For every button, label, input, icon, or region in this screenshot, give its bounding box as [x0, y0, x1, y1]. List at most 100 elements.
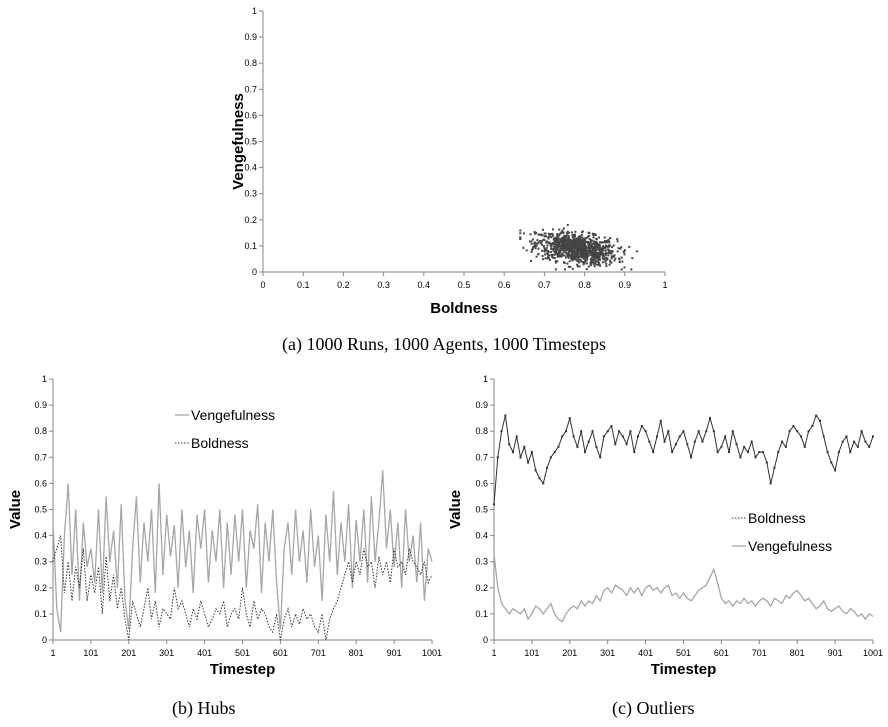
- scatter-point: [567, 245, 570, 248]
- scatter-point: [556, 236, 559, 239]
- scatter-point: [595, 251, 598, 254]
- scatter-point: [608, 245, 611, 248]
- x-tick-label: 801: [790, 648, 805, 658]
- scatter-point: [565, 232, 568, 235]
- scatter-point: [566, 254, 569, 257]
- series-marker: [549, 456, 552, 459]
- scatter-point: [602, 254, 605, 257]
- scatter-point: [594, 240, 597, 243]
- y-tick-label: 0.7: [475, 452, 488, 462]
- scatter-point: [584, 259, 587, 262]
- y-tick-label: 0.9: [475, 400, 488, 410]
- scatter-point: [616, 238, 619, 241]
- scatter-point: [589, 246, 592, 249]
- x-tick-label: 201: [562, 648, 577, 658]
- scatter-point: [571, 236, 574, 239]
- scatter-point: [555, 241, 558, 244]
- scatter-point: [546, 240, 549, 243]
- scatter-point: [583, 256, 586, 259]
- scatter-point: [630, 268, 633, 271]
- scatter-point: [579, 253, 582, 256]
- scatter-point: [588, 241, 591, 244]
- scatter-point: [581, 230, 584, 233]
- scatter-point: [554, 246, 557, 249]
- scatter-point: [577, 236, 580, 239]
- scatter-point: [573, 254, 576, 257]
- scatter-point: [574, 250, 577, 253]
- scatter-point: [616, 240, 619, 243]
- series-marker: [572, 435, 575, 438]
- scatter-point: [537, 241, 540, 244]
- scatter-point: [522, 246, 525, 249]
- scatter-point: [532, 246, 535, 249]
- scatter-point: [556, 255, 559, 258]
- series-marker: [557, 445, 560, 448]
- scatter-point: [555, 247, 558, 250]
- scatter-point: [556, 253, 559, 256]
- scatter-point: [593, 262, 596, 265]
- scatter-point: [578, 265, 581, 268]
- scatter-point: [564, 244, 567, 247]
- scatter-point: [530, 240, 533, 243]
- scatter-point: [592, 240, 595, 243]
- series-marker: [500, 430, 503, 433]
- scatter-point: [540, 240, 543, 243]
- scatter-point: [582, 238, 585, 241]
- scatter-point: [604, 256, 607, 259]
- x-tick-label: 501: [235, 648, 250, 658]
- scatter-point: [572, 256, 575, 259]
- scatter-point: [607, 249, 610, 252]
- scatter-point: [585, 241, 588, 244]
- scatter-point: [542, 258, 545, 261]
- y-tick-label: 0.1: [475, 609, 488, 619]
- scatter-point: [560, 248, 563, 251]
- scatter-point: [559, 241, 562, 244]
- scatter-point: [577, 238, 580, 241]
- series-marker: [773, 466, 776, 469]
- x-tick-label: 701: [752, 648, 767, 658]
- scatter-point: [607, 248, 610, 251]
- series-marker: [868, 445, 871, 448]
- scatter-point: [591, 255, 594, 258]
- chart-b: 0 0.1 0.2 0.3 0.4 0.5 0.6 0.7 0.8 0.9 1 1 101 201 301 4…: [7, 374, 442, 678]
- scatter-point: [522, 232, 525, 235]
- scatter-point: [601, 241, 604, 244]
- scatter-point: [592, 236, 595, 239]
- y-tick-label: 1: [483, 374, 488, 384]
- scatter-point: [583, 243, 586, 246]
- scatter-point: [590, 261, 593, 264]
- scatter-point: [528, 240, 531, 243]
- scatter-point: [603, 236, 606, 239]
- scatter-point: [610, 257, 613, 260]
- scatter-point: [541, 255, 544, 258]
- x-axis-title: Timestep: [210, 661, 276, 678]
- scatter-point: [593, 232, 596, 235]
- scatter-point: [581, 236, 584, 239]
- series-marker: [788, 430, 791, 433]
- scatter-point: [561, 229, 564, 232]
- series-marker: [697, 430, 700, 433]
- scatter-point: [587, 242, 590, 245]
- scatter-point: [530, 250, 533, 253]
- series-marker: [705, 430, 708, 433]
- scatter-point: [557, 245, 560, 248]
- scatter-point: [574, 241, 577, 244]
- series-marker: [796, 430, 799, 433]
- scatter-point: [612, 255, 615, 258]
- x-tick-label: 101: [83, 648, 98, 658]
- scatter-point: [576, 254, 579, 257]
- x-tick-label: 1: [50, 648, 55, 658]
- scatter-point: [623, 266, 626, 269]
- y-tick-label: 0.3: [244, 189, 257, 199]
- x-tick-label: 0.3: [377, 280, 390, 290]
- scatter-point: [604, 259, 607, 262]
- scatter-point: [575, 237, 578, 240]
- scatter-point: [635, 250, 638, 253]
- series-marker: [640, 424, 643, 427]
- scatter-point: [586, 250, 589, 253]
- y-tick-label: 0.9: [244, 32, 257, 42]
- y-tick-label: 0.5: [34, 505, 47, 515]
- series-marker: [818, 419, 821, 422]
- series-marker: [841, 440, 844, 443]
- scatter-point: [583, 238, 586, 241]
